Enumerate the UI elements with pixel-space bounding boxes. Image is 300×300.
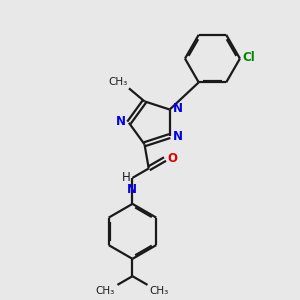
Text: N: N	[127, 183, 136, 196]
Text: CH₃: CH₃	[96, 286, 115, 296]
Text: CH₃: CH₃	[150, 286, 169, 296]
Text: CH₃: CH₃	[108, 77, 128, 87]
Text: Cl: Cl	[243, 51, 256, 64]
Text: H: H	[122, 171, 131, 184]
Text: N: N	[116, 116, 125, 128]
Text: N: N	[173, 102, 183, 115]
Text: N: N	[173, 130, 183, 142]
Text: O: O	[167, 152, 177, 165]
